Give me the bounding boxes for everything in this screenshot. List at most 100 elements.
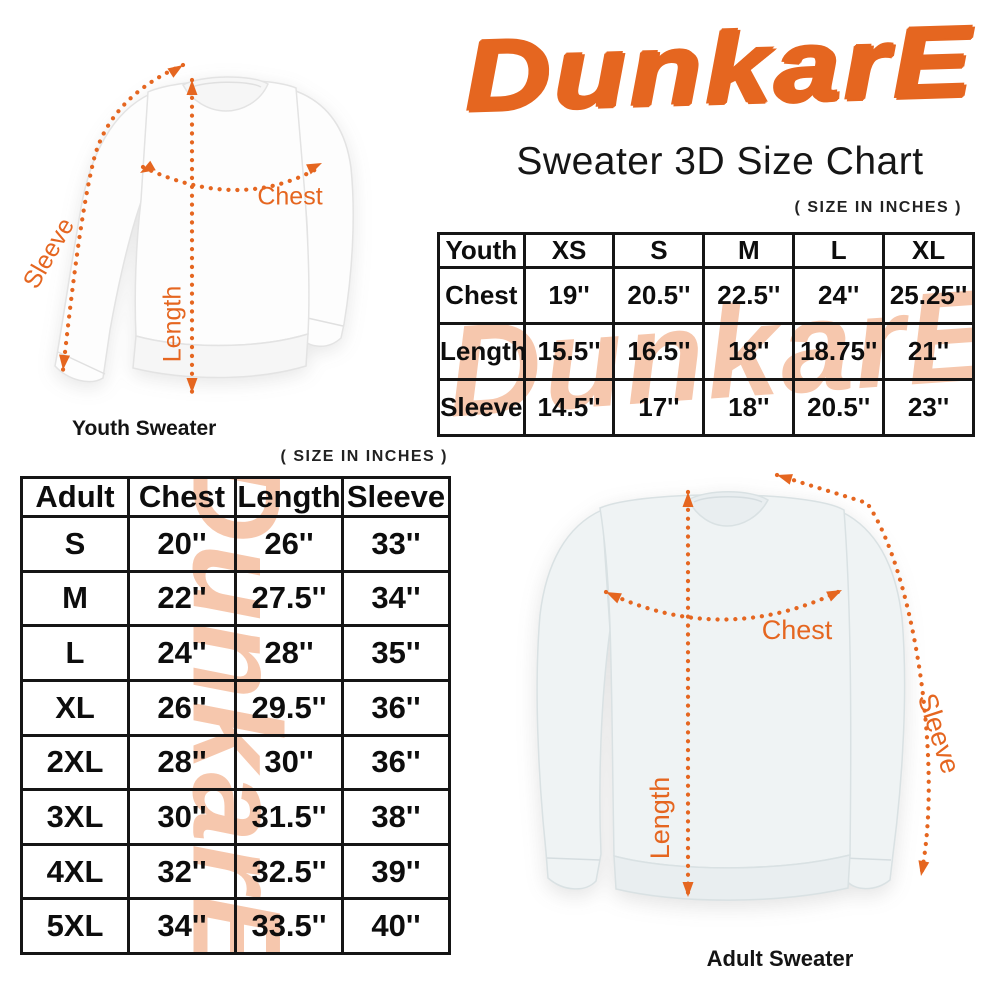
table-row: Length 15.5'' 16.5'' 18'' 18.75'' 21'': [437, 322, 975, 381]
table-row: M 22'' 27.5'' 34'': [20, 569, 451, 628]
size-value-cell: 20.5'': [612, 266, 706, 325]
arrowhead: [186, 378, 198, 393]
adult-table-container: DunkarE Adult Chest Length Sleeve S 20'' 26'' 3…: [20, 476, 451, 955]
header-row: Youth XS S M L XL: [437, 232, 975, 269]
size-value-cell: 28'': [234, 624, 344, 682]
size-value-cell: 15.5'': [522, 322, 616, 381]
adult-sleeve-arrow: [774, 472, 931, 879]
size-value-cell: 25.25'': [882, 266, 975, 325]
size-value-cell: 19'': [522, 266, 616, 325]
table-row: 2XL 28'' 30'' 36'': [20, 733, 451, 792]
column-header: Length: [234, 476, 344, 518]
column-header: L: [792, 232, 886, 269]
table-row: S 20'' 26'' 33'': [20, 515, 451, 573]
page-title: Sweater 3D Size Chart: [516, 140, 924, 183]
arrowhead: [59, 354, 71, 370]
adult-size-note: ( SIZE IN INCHES ): [280, 448, 448, 465]
row-header: L: [20, 624, 130, 682]
size-value-cell: 33'': [341, 515, 451, 573]
youth-sweater-diagram: Sleeve Length Chest: [18, 62, 354, 396]
size-value-cell: 36'': [341, 678, 451, 737]
size-value-cell: 26'': [127, 678, 237, 737]
header-row: Adult Chest Length Sleeve: [20, 476, 451, 518]
table-row: XL 26'' 29.5'' 36'': [20, 678, 451, 737]
youth-sleeve-arrow: [60, 62, 186, 373]
table-row: Sleeve 14.5'' 17'' 18'' 20.5'' 23'': [437, 378, 975, 437]
size-value-cell: 31.5'': [234, 788, 344, 846]
youth-chest-arrow: [140, 164, 323, 193]
size-value-cell: 20'': [127, 515, 237, 573]
size-value-cell: 34'': [127, 897, 237, 955]
size-value-cell: 22'': [127, 569, 237, 628]
row-header: 3XL: [20, 788, 130, 846]
size-value-cell: 26'': [234, 515, 344, 573]
column-header: XS: [522, 232, 616, 269]
table-row: 4XL 32'' 32.5'' 39'': [20, 842, 451, 901]
row-header: Sleeve: [437, 378, 526, 437]
row-header: S: [20, 515, 130, 573]
youth-sweater-garment: [54, 76, 354, 383]
arrowhead: [826, 590, 842, 602]
size-value-cell: 35'': [341, 624, 451, 682]
column-header: S: [612, 232, 706, 269]
arrowhead: [918, 860, 930, 876]
youth-table-container: DunkarE Youth XS S M L XL Chest 19'' 20.5'' 22.5'…: [437, 232, 975, 437]
size-value-cell: 38'': [341, 788, 451, 846]
size-value-cell: 24'': [792, 266, 886, 325]
size-value-cell: 16.5'': [612, 322, 706, 381]
adult-sweater-garment: [536, 491, 906, 901]
row-header: 2XL: [20, 733, 130, 792]
youth-length-label: Length: [159, 286, 187, 362]
arrowhead: [682, 882, 694, 897]
column-header: M: [702, 232, 796, 269]
size-value-cell: 27.5'': [234, 569, 344, 628]
row-header: M: [20, 569, 130, 628]
adult-chest-arrow: [603, 587, 845, 622]
arrowhead: [682, 492, 694, 507]
size-value-cell: 20.5'': [792, 378, 886, 437]
table-row: 5XL 34'' 33.5'' 40'': [20, 897, 451, 955]
column-header: XL: [882, 232, 975, 269]
size-value-cell: 40'': [341, 897, 451, 955]
youth-size-table: Youth XS S M L XL Chest 19'' 20.5'' 22.5'' 24'' 25.…: [437, 232, 975, 437]
youth-size-note: ( SIZE IN INCHES ): [794, 199, 962, 216]
adult-sleeve-label: Sleeve: [912, 690, 966, 778]
adult-size-table: Adult Chest Length Sleeve S 20'' 26'' 33'' M 22''…: [20, 476, 451, 955]
row-header: 4XL: [20, 842, 130, 901]
adult-caption: Adult Sweater: [706, 946, 854, 971]
row-header: Length: [437, 322, 527, 381]
size-value-cell: 14.5'': [522, 378, 616, 437]
table-row: 3XL 30'' 31.5'' 38'': [20, 788, 451, 846]
size-value-cell: 18.75'': [792, 322, 886, 381]
arrowhead: [167, 65, 183, 78]
column-header: Adult: [20, 476, 130, 518]
adult-sweater-illustration: Chest Length Sleeve Adult Sweater: [480, 440, 1000, 1000]
size-value-cell: 22.5'': [702, 266, 796, 325]
youth-caption: Youth Sweater: [72, 417, 217, 440]
size-value-cell: 23'': [882, 378, 975, 437]
brand-logo: DunkarE: [462, 5, 978, 133]
adult-length-label: Length: [645, 777, 675, 860]
adult-sweater-diagram: Chest Length Sleeve: [536, 472, 966, 901]
youth-chest-label: Chest: [257, 183, 322, 211]
youth-sweater-illustration: Sleeve Length Chest Youth Sweater: [0, 28, 440, 468]
table-row: L 24'' 28'' 35'': [20, 624, 451, 682]
size-value-cell: 18'': [702, 322, 796, 381]
adult-chest-label: Chest: [762, 615, 833, 645]
column-header: Youth: [437, 232, 526, 269]
arrowhead: [306, 163, 322, 175]
size-value-cell: 34'': [341, 569, 451, 628]
arrowhead: [606, 592, 622, 604]
arrowhead: [140, 160, 156, 173]
row-header: 5XL: [20, 897, 130, 955]
column-header: Sleeve: [341, 476, 451, 518]
row-header: Chest: [437, 266, 526, 325]
size-value-cell: 17'': [612, 378, 706, 437]
arrowhead: [186, 80, 198, 95]
size-value-cell: 29.5'': [234, 678, 344, 737]
size-value-cell: 32'': [127, 842, 237, 901]
size-value-cell: 24'': [127, 624, 237, 682]
size-value-cell: 28'': [127, 733, 237, 792]
size-value-cell: 33.5'': [234, 897, 344, 955]
